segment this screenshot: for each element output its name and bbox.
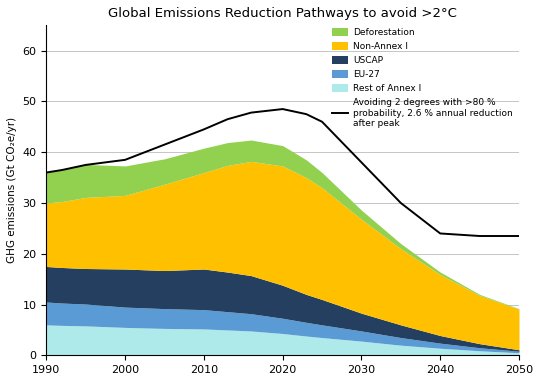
Y-axis label: GHG emissions (Gt CO₂e/yr): GHG emissions (Gt CO₂e/yr) (7, 117, 17, 263)
Title: Global Emissions Reduction Pathways to avoid >2°C: Global Emissions Reduction Pathways to a… (108, 7, 457, 20)
Legend: Deforestation, Non-Annex I, USCAP, EU-27, Rest of Annex I, Avoiding 2 degrees wi: Deforestation, Non-Annex I, USCAP, EU-27… (330, 26, 515, 130)
